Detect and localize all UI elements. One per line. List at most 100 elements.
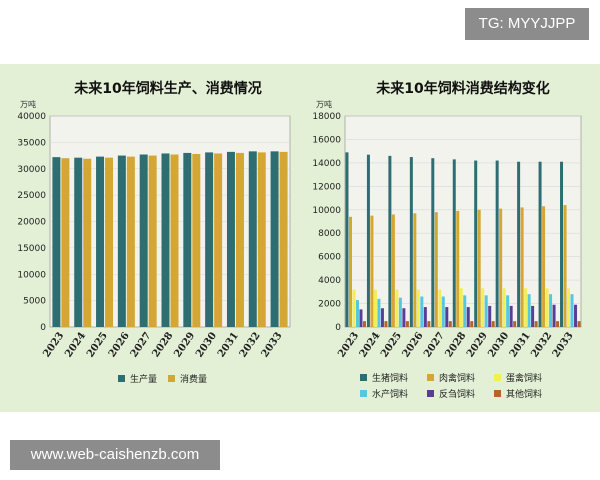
x-tick-label: 2030 [194, 330, 219, 359]
legend-label-其他饲料: 其他饲料 [506, 388, 542, 400]
bar-蛋禽饲料-2027 [438, 289, 442, 327]
bar-水产饲料-2025 [398, 297, 402, 327]
bar-消费量-2032 [257, 152, 266, 327]
legend-label-生猪饲料: 生猪饲料 [372, 372, 408, 384]
bar-消费量-2033 [279, 151, 288, 327]
y-tick-label: 10000 [312, 206, 341, 216]
bar-其他饲料-2031 [534, 321, 538, 327]
bar-反刍饲料-2023 [359, 309, 363, 327]
x-tick-label: 2031 [508, 330, 533, 359]
bar-生猪饲料-2033 [560, 161, 564, 327]
y-tick-label: 30000 [17, 165, 46, 175]
bar-生产量-2028 [161, 153, 170, 327]
x-tick-label: 2027 [422, 330, 447, 359]
bar-生产量-2026 [117, 155, 126, 327]
bar-消费量-2028 [170, 154, 179, 327]
bar-其他饲料-2029 [491, 321, 495, 327]
watermark-bottom: www.web-caishenzb.com [10, 440, 220, 470]
bar-消费量-2023 [61, 158, 70, 327]
legend-label-消费量: 消费量 [180, 373, 207, 385]
bar-水产饲料-2030 [506, 295, 510, 327]
y-tick-label: 6000 [318, 253, 341, 263]
bar-蛋禽饲料-2029 [481, 288, 485, 327]
bar-生产量-2032 [248, 151, 257, 327]
bar-蛋禽饲料-2023 [352, 289, 356, 327]
bar-水产饲料-2031 [527, 294, 531, 327]
bar-蛋禽饲料-2031 [524, 288, 528, 327]
bar-肉禽饲料-2032 [542, 206, 546, 327]
x-tick-label: 2032 [238, 330, 263, 359]
x-tick-label: 2026 [401, 330, 426, 359]
chart2-title: 未来10年饲料消费结构变化 [376, 80, 549, 97]
bar-其他饲料-2023 [362, 321, 366, 327]
bar-反刍饲料-2032 [552, 304, 556, 327]
bar-反刍饲料-2028 [466, 307, 470, 327]
bar-生产量-2023 [52, 157, 61, 327]
legend-label-蛋禽饲料: 蛋禽饲料 [506, 372, 542, 384]
bar-反刍饲料-2027 [445, 307, 449, 327]
bar-生产量-2033 [270, 151, 279, 327]
bar-消费量-2031 [235, 152, 244, 327]
bar-反刍饲料-2025 [402, 308, 406, 327]
bar-消费量-2030 [214, 153, 223, 327]
x-tick-label: 2030 [486, 330, 511, 359]
bar-肉禽饲料-2029 [477, 209, 481, 327]
legend-swatch-水产饲料 [360, 390, 367, 397]
bar-反刍饲料-2029 [488, 305, 492, 327]
legend-swatch-生产量 [118, 375, 125, 382]
bar-水产饲料-2029 [484, 295, 488, 327]
bar-反刍饲料-2030 [509, 305, 513, 327]
bar-生产量-2027 [139, 154, 148, 327]
y-tick-label: 40000 [17, 112, 46, 122]
y-tick-label: 12000 [312, 182, 341, 192]
legend-label-生产量: 生产量 [130, 373, 157, 385]
bar-反刍饲料-2031 [531, 305, 535, 327]
x-tick-label: 2023 [41, 330, 66, 359]
x-tick-label: 2026 [107, 330, 132, 359]
y-tick-label: 16000 [312, 135, 341, 145]
y-tick-label: 18000 [312, 112, 341, 122]
bar-肉禽饲料-2030 [499, 208, 503, 327]
bar-生猪饲料-2025 [388, 155, 392, 327]
bar-其他饲料-2028 [470, 321, 474, 327]
chart2-plot-area [344, 115, 582, 328]
x-tick-label: 2025 [379, 330, 404, 359]
bar-消费量-2025 [105, 157, 114, 327]
x-tick-label: 2028 [443, 330, 468, 359]
bar-其他饲料-2025 [405, 321, 409, 327]
x-tick-label: 2025 [85, 330, 110, 359]
bar-生猪饲料-2027 [431, 158, 435, 327]
bar-消费量-2026 [126, 156, 135, 327]
y-tick-label: 25000 [17, 191, 46, 201]
y-tick-label: 5000 [23, 297, 46, 307]
bar-生猪饲料-2024 [366, 154, 370, 327]
x-tick-label: 2029 [465, 330, 490, 359]
x-tick-label: 2033 [551, 330, 576, 359]
chart1-title: 未来10年饲料生产、消费情况 [74, 80, 261, 97]
chart-production-consumption: 未来10年饲料生产、消费情况 万吨 0 5000 10000 15000 20000 25… [17, 80, 291, 385]
bar-肉禽饲料-2027 [434, 212, 438, 327]
x-tick-label: 2023 [336, 330, 361, 359]
legend-swatch-肉禽饲料 [427, 374, 434, 381]
x-tick-label: 2024 [63, 330, 88, 359]
chart1-unit: 万吨 [20, 99, 36, 109]
legend-swatch-反刍饲料 [427, 390, 434, 397]
bar-生产量-2029 [183, 152, 192, 327]
x-tick-label: 2029 [172, 330, 197, 359]
bar-生猪饲料-2028 [452, 159, 456, 327]
x-tick-label: 2031 [216, 330, 241, 359]
y-tick-label: 0 [335, 323, 341, 333]
x-tick-label: 2028 [150, 330, 175, 359]
bar-肉禽饲料-2031 [520, 207, 524, 327]
bar-消费量-2029 [192, 153, 201, 327]
bar-生猪饲料-2031 [517, 161, 521, 327]
bar-其他饲料-2030 [513, 321, 517, 327]
chart-consumption-structure: 未来10年饲料消费结构变化 万吨 0 2000 4000 6000 8000 10000 1… [312, 80, 582, 400]
bar-水产饲料-2033 [570, 294, 574, 327]
bar-水产饲料-2027 [441, 296, 445, 327]
bar-肉禽饲料-2024 [370, 215, 374, 327]
y-tick-label: 0 [40, 323, 46, 333]
legend-label-肉禽饲料: 肉禽饲料 [439, 372, 475, 384]
bar-反刍饲料-2024 [380, 308, 384, 327]
bar-水产饲料-2026 [420, 296, 424, 327]
